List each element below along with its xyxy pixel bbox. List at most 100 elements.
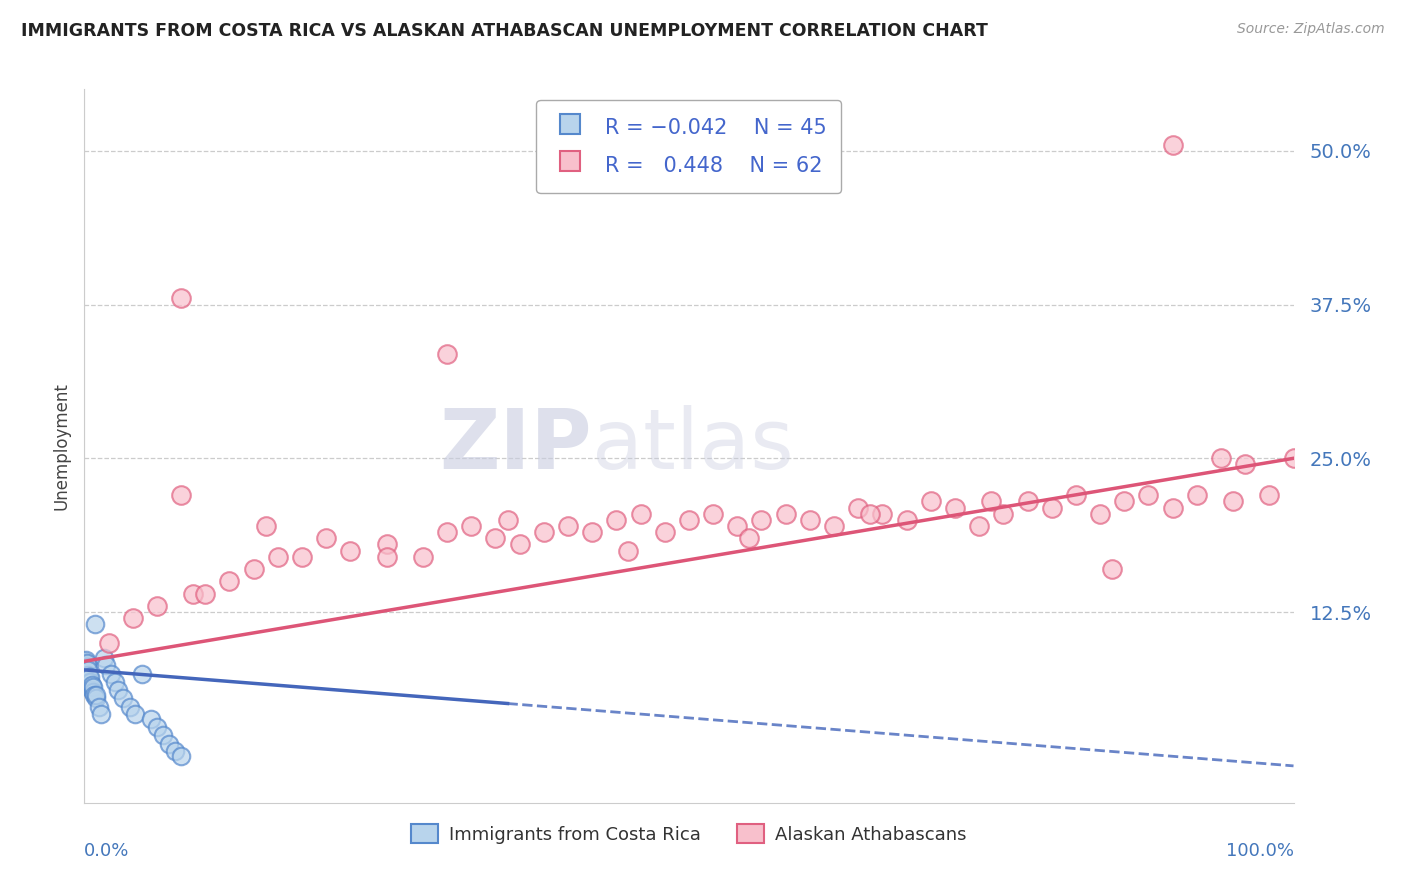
Point <box>83 688 105 702</box>
Point <box>533 525 555 540</box>
Point <box>75 663 97 677</box>
Point <box>943 500 966 515</box>
Point <box>73 660 96 674</box>
Point <box>581 525 603 540</box>
Point <box>702 507 724 521</box>
Point <box>90 707 112 722</box>
Point <box>87 699 110 714</box>
Point <box>375 549 398 564</box>
Point <box>605 513 627 527</box>
Point <box>170 291 193 305</box>
Point <box>76 656 98 670</box>
Point <box>84 617 107 632</box>
Point <box>1234 458 1257 472</box>
Point <box>823 519 845 533</box>
Point <box>267 549 290 564</box>
Text: 0.0%: 0.0% <box>84 842 129 860</box>
Point <box>79 670 101 684</box>
Text: IMMIGRANTS FROM COSTA RICA VS ALASKAN ATHABASCAN UNEMPLOYMENT CORRELATION CHART: IMMIGRANTS FROM COSTA RICA VS ALASKAN AT… <box>21 22 988 40</box>
Point <box>509 537 531 551</box>
Point <box>79 679 101 693</box>
Point <box>1185 488 1208 502</box>
Point <box>375 537 398 551</box>
Point <box>107 682 129 697</box>
Point <box>79 675 101 690</box>
Point <box>1101 562 1123 576</box>
Point <box>165 744 187 758</box>
Point <box>254 519 277 533</box>
Point <box>1209 451 1232 466</box>
Point <box>75 653 97 667</box>
Point <box>872 507 894 521</box>
Point <box>967 519 990 533</box>
Point <box>896 513 918 527</box>
Point <box>980 494 1002 508</box>
Point <box>1282 451 1305 466</box>
Point <box>93 650 115 665</box>
Point <box>181 587 204 601</box>
Point <box>218 574 240 589</box>
Point <box>339 543 361 558</box>
Point <box>1114 494 1136 508</box>
Point <box>77 668 100 682</box>
Point <box>1088 507 1111 521</box>
Point <box>654 525 676 540</box>
Point <box>157 737 180 751</box>
Point <box>194 587 217 601</box>
Point <box>76 670 98 684</box>
Point <box>775 507 797 521</box>
Point <box>120 699 142 714</box>
Point <box>412 549 434 564</box>
Point <box>617 543 640 558</box>
Point <box>75 658 97 673</box>
Point <box>100 666 122 681</box>
Point <box>496 513 519 527</box>
Y-axis label: Unemployment: Unemployment <box>52 382 70 510</box>
Point <box>846 500 869 515</box>
Point <box>1017 494 1039 508</box>
Point <box>80 682 103 697</box>
Point <box>152 728 174 742</box>
Point <box>80 678 103 692</box>
Text: Source: ZipAtlas.com: Source: ZipAtlas.com <box>1237 22 1385 37</box>
Point <box>1222 494 1244 508</box>
Point <box>86 691 108 706</box>
Point <box>242 562 264 576</box>
Point <box>146 599 169 613</box>
Point <box>678 513 700 527</box>
Point <box>76 660 98 674</box>
Point <box>484 531 506 545</box>
Point <box>97 636 120 650</box>
Point <box>920 494 942 508</box>
Point <box>76 665 98 680</box>
Text: 100.0%: 100.0% <box>1226 842 1294 860</box>
Text: ZIP: ZIP <box>440 406 592 486</box>
Point <box>1258 488 1281 502</box>
Point <box>170 749 193 764</box>
Point <box>131 666 153 681</box>
Point <box>460 519 482 533</box>
Point <box>73 654 96 668</box>
Point <box>859 507 882 521</box>
Point <box>82 685 104 699</box>
Point <box>112 691 135 706</box>
Point <box>291 549 314 564</box>
Point <box>799 513 821 527</box>
Point <box>77 675 100 690</box>
Point <box>146 719 169 733</box>
Point <box>751 513 773 527</box>
Point <box>1161 500 1184 515</box>
Point <box>82 680 104 694</box>
Point <box>170 488 193 502</box>
Point <box>1161 137 1184 152</box>
Point <box>1040 500 1063 515</box>
Point <box>436 525 458 540</box>
Text: atlas: atlas <box>592 406 794 486</box>
Point <box>73 666 96 681</box>
Point <box>630 507 652 521</box>
Point <box>86 688 108 702</box>
Point <box>725 519 748 533</box>
Point <box>436 347 458 361</box>
Point <box>77 673 100 687</box>
Point <box>1137 488 1160 502</box>
